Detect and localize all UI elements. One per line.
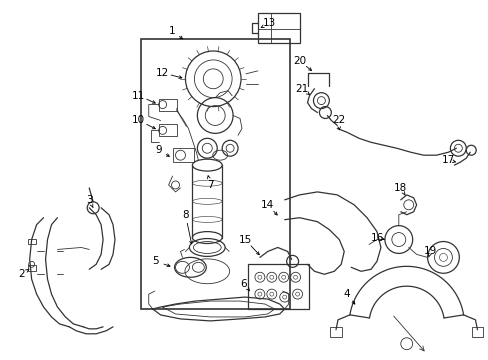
Text: 15: 15: [238, 234, 251, 244]
Bar: [158, 125, 176, 136]
Text: 7: 7: [206, 180, 213, 190]
Text: 1: 1: [169, 26, 176, 36]
Text: 6: 6: [240, 279, 247, 289]
Text: 21: 21: [294, 84, 307, 94]
Text: 8: 8: [182, 210, 188, 220]
Bar: [329, 327, 341, 337]
Text: 14: 14: [261, 200, 274, 210]
Bar: [158, 99, 176, 111]
Bar: [28, 239, 36, 244]
Text: 12: 12: [156, 68, 169, 78]
Text: 11: 11: [132, 91, 145, 101]
Text: 5: 5: [152, 256, 159, 266]
Bar: [247, 264, 309, 309]
Bar: [141, 39, 289, 309]
Bar: [172, 148, 194, 162]
Text: 13: 13: [263, 18, 276, 28]
Text: 3: 3: [86, 195, 92, 205]
Bar: [28, 265, 36, 271]
Bar: [257, 13, 299, 43]
Text: 4: 4: [343, 289, 350, 299]
Text: 20: 20: [292, 56, 305, 66]
Bar: [470, 327, 483, 337]
Text: 10: 10: [132, 116, 145, 126]
Text: 17: 17: [441, 155, 454, 165]
Text: 22: 22: [332, 116, 345, 126]
Text: 19: 19: [423, 247, 436, 256]
Text: 18: 18: [393, 183, 407, 193]
Text: 9: 9: [155, 145, 162, 155]
Text: 16: 16: [369, 233, 383, 243]
Text: 2: 2: [19, 269, 25, 279]
